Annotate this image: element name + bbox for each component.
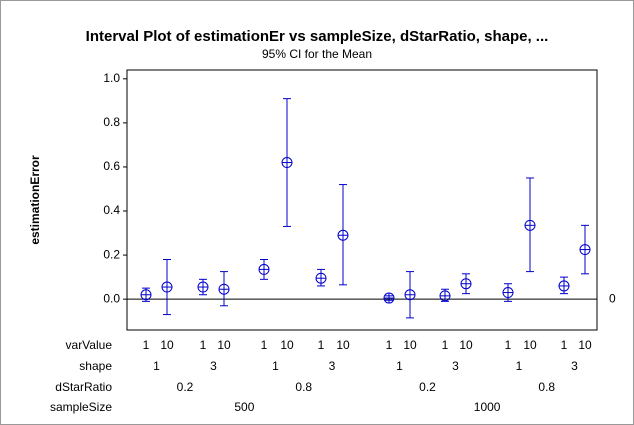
x-category-label: 1: [153, 359, 160, 373]
y-tick-label: 0.2: [103, 247, 120, 261]
x-category-label: 500: [234, 400, 254, 414]
x-category-label: 0.8: [538, 380, 555, 394]
chart-subtitle: 95% CI for the Mean: [262, 47, 372, 61]
plot-area: [126, 69, 598, 331]
x-category-label: 10: [403, 338, 417, 352]
x-category-label: 10: [578, 338, 592, 352]
x-category-label: 10: [523, 338, 537, 352]
x-category-label: 1: [386, 338, 393, 352]
x-category-label: 1: [442, 338, 449, 352]
x-category-label: 1: [561, 338, 568, 352]
x-level-name: dStarRatio: [55, 380, 112, 394]
y-tick-label: 1.0: [103, 71, 120, 85]
x-level-name: shape: [79, 359, 112, 373]
x-category-label: 1: [261, 338, 268, 352]
x-category-label: 10: [160, 338, 174, 352]
x-category-label: 3: [571, 359, 578, 373]
y-tick-label: 0.8: [103, 115, 120, 129]
x-category-label: 0.8: [295, 380, 312, 394]
x-category-label: 1: [516, 359, 523, 373]
x-level-name: sampleSize: [50, 400, 112, 414]
x-category-label: 10: [459, 338, 473, 352]
x-category-label: 1: [143, 338, 150, 352]
chart-title: Interval Plot of estimationEr vs sampleS…: [86, 28, 549, 45]
x-category-label: 3: [452, 359, 459, 373]
y-tick-label: 0.4: [103, 203, 120, 217]
x-category-label: 1: [272, 359, 279, 373]
x-category-label: 1: [396, 359, 403, 373]
x-category-label: 1000: [474, 400, 501, 414]
y-tick-label: 0.0: [103, 291, 120, 305]
x-level-name: varValue: [66, 338, 113, 352]
x-category-label: 3: [329, 359, 336, 373]
y-tick-label: 0.6: [103, 159, 120, 173]
x-category-label: 1: [200, 338, 207, 352]
reference-label: 0: [609, 291, 616, 305]
y-axis-label: estimationError: [28, 155, 42, 245]
x-category-label: 10: [217, 338, 231, 352]
x-category-label: 10: [280, 338, 294, 352]
x-category-label: 1: [505, 338, 512, 352]
x-category-label: 3: [210, 359, 217, 373]
x-category-label: 1: [318, 338, 325, 352]
x-category-label: 0.2: [419, 380, 436, 394]
x-category-label: 0.2: [177, 380, 194, 394]
x-category-label: 10: [336, 338, 350, 352]
